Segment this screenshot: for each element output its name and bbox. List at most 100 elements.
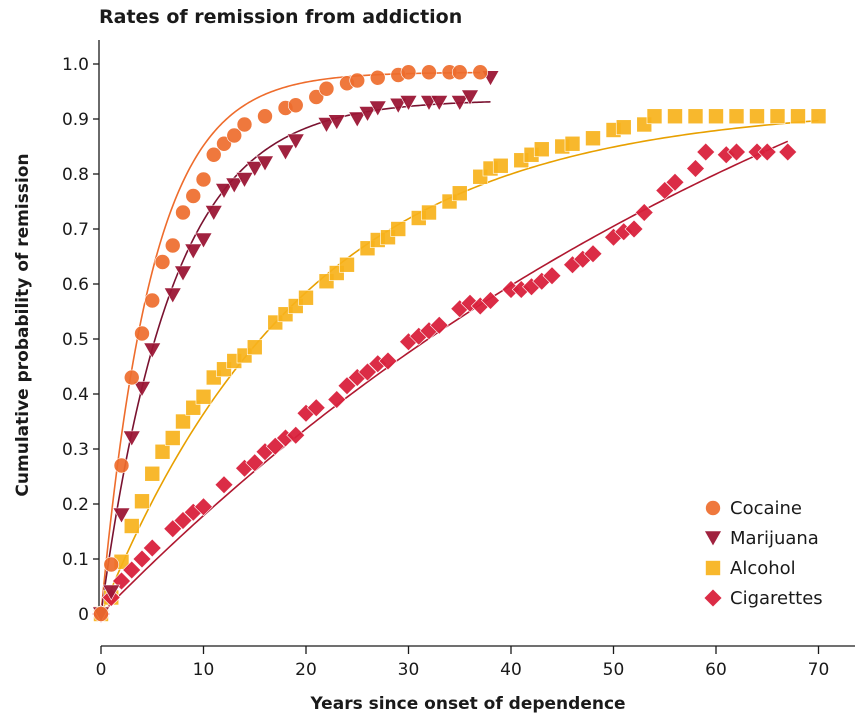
x-tick-label: 10 (193, 660, 215, 680)
legend-item-alcohol: Alcohol (705, 558, 796, 579)
y-tick-label: 0.3 (62, 440, 89, 460)
data-point-alcohol (195, 388, 212, 405)
data-point-marijuana (317, 117, 336, 134)
data-point-alcohol (728, 108, 745, 125)
data-point-alcohol (246, 339, 263, 356)
data-point-cocaine (216, 135, 232, 152)
legend-label: Marijuana (730, 528, 819, 549)
data-point-cocaine (257, 108, 273, 125)
data-point-marijuana (245, 161, 264, 178)
y-tick-label: 0.1 (62, 550, 89, 570)
data-point-marijuana (368, 100, 387, 117)
data-point-marijuana (450, 95, 469, 112)
legend-item-cocaine: Cocaine (705, 498, 802, 519)
data-point-marijuana (194, 232, 213, 249)
data-point-marijuana (399, 95, 418, 112)
legend-marker-alcohol (705, 560, 721, 576)
data-point-cocaine (185, 188, 202, 204)
data-point-cocaine (349, 72, 366, 89)
data-point-marijuana (173, 265, 193, 282)
data-point-alcohol (175, 413, 191, 430)
data-point-cocaine (175, 204, 191, 221)
data-point-cigarettes (542, 266, 562, 286)
data-point-cocaine (400, 64, 417, 81)
data-point-alcohol (585, 130, 601, 147)
data-point-cigarettes (378, 351, 398, 371)
data-point-alcohol (667, 108, 683, 125)
series-alcohol (93, 108, 827, 622)
data-point-cigarettes (286, 425, 306, 445)
data-point-cigarettes (665, 172, 685, 192)
data-point-cocaine (472, 64, 489, 81)
data-point-alcohol (390, 221, 407, 237)
series-cocaine (93, 64, 489, 622)
data-point-cocaine (369, 69, 386, 86)
data-point-cigarettes (634, 203, 654, 222)
x-tick-label: 60 (705, 660, 727, 680)
axes (98, 40, 855, 647)
data-point-cocaine (164, 237, 181, 254)
legend-marker-cocaine (705, 500, 721, 516)
data-point-alcohol (154, 443, 171, 460)
y-tick-label: 0.6 (62, 275, 89, 295)
legend-marker-cigarettes (703, 588, 723, 608)
data-point-cocaine (236, 116, 253, 133)
series-cigarettes (91, 142, 798, 624)
data-point-alcohol (564, 135, 581, 152)
data-point-marijuana (204, 205, 223, 222)
data-point-alcohol (123, 518, 140, 534)
data-point-marijuana (255, 155, 275, 172)
data-point-cigarettes (163, 519, 183, 539)
data-point-marijuana (348, 111, 367, 128)
data-point-alcohol (339, 256, 355, 273)
data-point-alcohol (451, 185, 468, 202)
data-point-marijuana (163, 287, 182, 304)
data-point-alcohol (144, 465, 161, 482)
data-point-cigarettes (727, 142, 746, 162)
data-point-cigarettes (306, 398, 326, 418)
fit-curve-marijuana (100, 101, 491, 615)
data-point-marijuana (102, 584, 121, 601)
y-tick-label: 0 (78, 605, 89, 625)
data-point-marijuana (358, 106, 377, 123)
data-point-marijuana (430, 95, 449, 112)
y-tick-label: 1.0 (62, 55, 89, 75)
data-point-cocaine (93, 606, 109, 622)
data-point-cocaine (134, 325, 150, 342)
data-point-alcohol (810, 108, 827, 125)
data-point-cocaine (421, 64, 437, 81)
data-point-cocaine (287, 97, 304, 114)
legend: Cocaine Marijuana Alcohol Cigarettes (703, 498, 823, 609)
data-point-marijuana (184, 243, 203, 260)
chart-title: Rates of remission from addiction (99, 6, 463, 28)
data-point-alcohol (298, 289, 314, 306)
data-point-cigarettes (194, 497, 213, 517)
data-point-marijuana (327, 114, 346, 131)
ticks: 0 0.1 0.2 0.3 0.4 0.5 0.6 0.7 0.8 0.9 1.0 0 10 20 30 40… (62, 55, 829, 680)
legend-label: Cigarettes (730, 588, 823, 609)
data-point-alcohol (421, 204, 437, 221)
fit-curve-cocaine (100, 71, 481, 615)
data-point-alcohol (164, 430, 181, 446)
data-point-marijuana (286, 133, 305, 150)
x-tick-label: 0 (96, 660, 107, 680)
data-point-marijuana (235, 172, 254, 189)
x-tick-label: 20 (295, 660, 317, 680)
data-point-marijuana (112, 507, 131, 524)
series-marijuana (91, 70, 500, 623)
data-point-cigarettes (132, 549, 152, 569)
data-point-cigarettes (265, 436, 285, 456)
data-point-marijuana (276, 144, 295, 161)
data-point-cocaine (103, 556, 120, 573)
data-point-cigarettes (142, 538, 162, 558)
data-point-cigarettes (696, 142, 716, 162)
data-point-cocaine (144, 292, 161, 309)
fit-curve-cigarettes (100, 140, 789, 615)
legend-item-cigarettes: Cigarettes (703, 588, 823, 609)
data-point-cigarettes (327, 390, 347, 409)
data-point-marijuana (143, 342, 162, 359)
data-point-cigarettes (655, 181, 675, 200)
data-point-marijuana (214, 183, 234, 200)
data-point-alcohol (533, 141, 550, 158)
data-point-alcohol (708, 108, 724, 125)
